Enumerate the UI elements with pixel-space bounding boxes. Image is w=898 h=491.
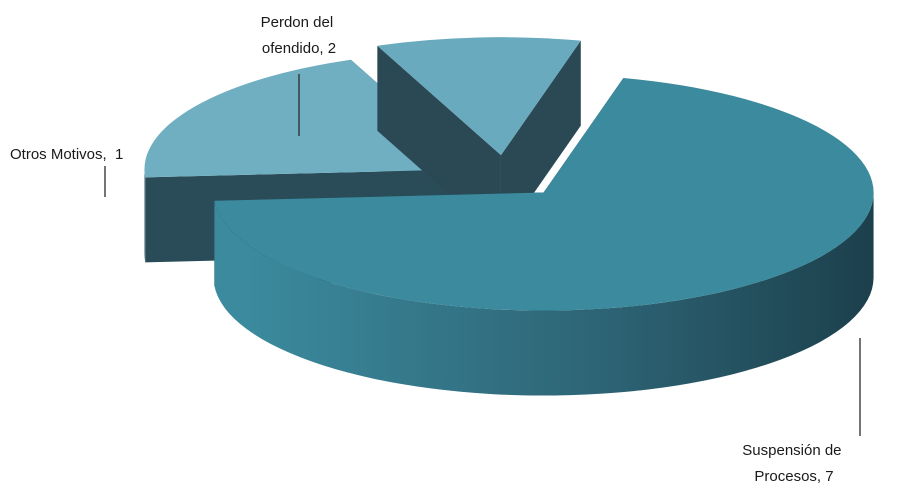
data-label-perdon: Perdon del ofendido, 2 [261, 14, 338, 57]
pie-slice-perdon-side [144, 169, 146, 263]
pie-slice-suspension-side [214, 192, 874, 396]
data-label-otros-line1: Otros Motivos, 1 [10, 146, 123, 163]
pie-slice-otros-top [377, 37, 581, 156]
pie-slices [144, 37, 874, 396]
data-label-suspension-line1: Suspensión de [742, 442, 841, 459]
data-label-perdon-line2: ofendido, 2 [262, 40, 336, 57]
data-label-suspension-line2: Procesos, 7 [754, 468, 833, 485]
pie-slice-suspension [214, 78, 874, 396]
pie-slice-perdon-top [144, 59, 475, 178]
pie-slice-suspension-top [214, 78, 874, 311]
data-label-suspension: Suspensión de Procesos, 7 [742, 442, 845, 485]
pie-slice-otros-wall-end [500, 40, 581, 241]
data-label-otros: Otros Motivos, 1 [10, 146, 123, 163]
pie-slice-otros [377, 37, 581, 241]
pie-slice-otros-wall-start [377, 45, 501, 241]
data-label-perdon-line1: Perdon del [261, 14, 334, 31]
